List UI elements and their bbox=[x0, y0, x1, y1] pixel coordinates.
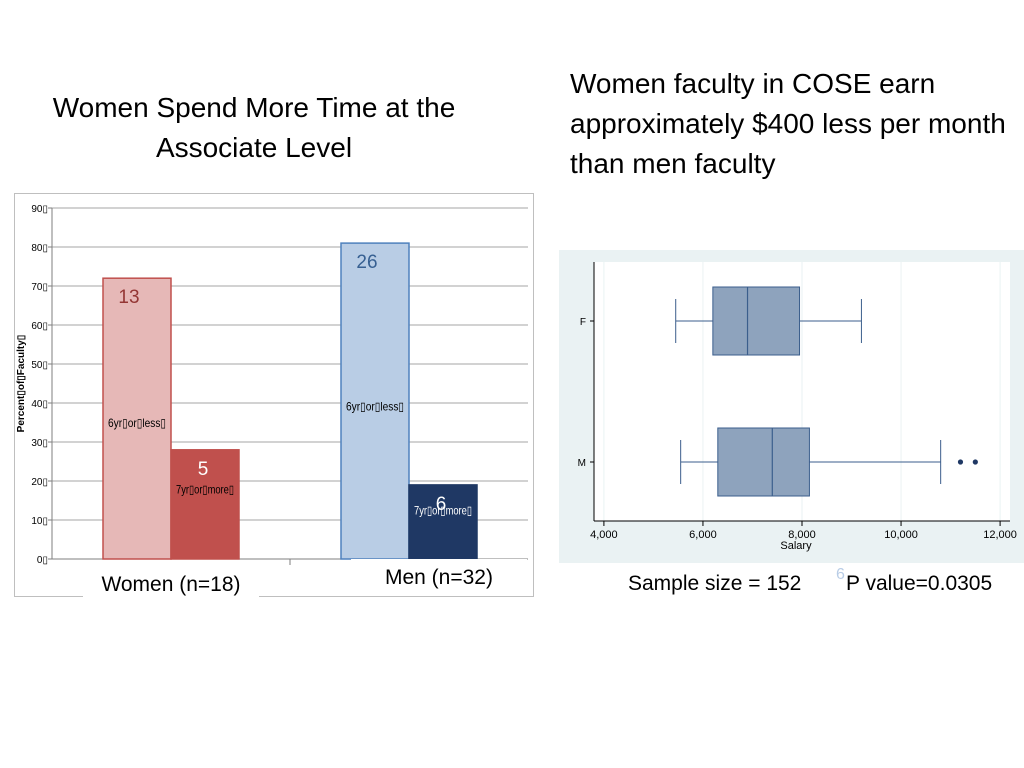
y-tick-label: 20▯ bbox=[31, 477, 48, 488]
y-tick-label: 90▯ bbox=[31, 204, 48, 215]
x-category-label: Men (n=32) bbox=[385, 566, 493, 589]
iqr-box bbox=[717, 427, 810, 497]
x-tick-label: 8,000 bbox=[788, 529, 816, 541]
bar-count-label: 26 bbox=[356, 252, 377, 273]
left-slide-title: Women Spend More Time at the Associate L… bbox=[52, 92, 456, 163]
salary-box-plot: 4,000 6,000 8,000 10,000 12,000 Salary F M bbox=[559, 250, 1024, 563]
y-tick-label: 10▯ bbox=[31, 516, 48, 527]
y-axis-title: Percent▯of▯Faculty▯ bbox=[16, 335, 27, 433]
x-tick-label: 6,000 bbox=[689, 529, 717, 541]
y-tick-label: 40▯ bbox=[31, 399, 48, 410]
right-slide-title: Women faculty in COSE earn approximately… bbox=[570, 68, 1006, 179]
outlier-point bbox=[957, 459, 964, 465]
sample-size-label: Sample size = 152 bbox=[628, 572, 802, 595]
bar-segment-label: 7yr▯or▯more▯ bbox=[414, 504, 472, 518]
x-tick-label: 4,000 bbox=[590, 529, 618, 541]
x-axis-title: Salary bbox=[780, 540, 812, 552]
x-tick-label: 12,000 bbox=[983, 529, 1017, 541]
bar bbox=[170, 449, 240, 560]
bar-count-label: 6 bbox=[436, 494, 447, 515]
bar-count-label: 13 bbox=[118, 287, 139, 308]
y-tick-label: 0▯ bbox=[37, 555, 48, 566]
bar-count-label: 5 bbox=[198, 459, 209, 480]
y-category-label: F bbox=[580, 317, 586, 328]
bar-segment-label: 6yr▯or▯less▯ bbox=[108, 416, 166, 430]
y-tick-label: 80▯ bbox=[31, 243, 48, 254]
outlier-point bbox=[972, 459, 978, 465]
y-tick-label: 60▯ bbox=[31, 321, 48, 332]
iqr-box bbox=[712, 286, 801, 356]
y-tick-label: 30▯ bbox=[31, 438, 48, 449]
page-number: 6 bbox=[836, 566, 845, 583]
category-label-plate bbox=[351, 559, 527, 593]
category-label-plate bbox=[83, 566, 259, 597]
x-category-label: Women (n=18) bbox=[101, 573, 240, 596]
y-tick-label: 50▯ bbox=[31, 360, 48, 371]
bar bbox=[340, 242, 410, 560]
bar-segment-label: 7yr▯or▯more▯ bbox=[176, 482, 234, 496]
y-tick-label: 70▯ bbox=[31, 282, 48, 293]
bar-chart: 0▯ 10▯ 20▯ 30▯ 40▯ 50▯ 60▯ 70▯ 80▯ 90▯ Percent▯of▯… bbox=[14, 193, 534, 597]
x-tick-label: 10,000 bbox=[884, 529, 918, 541]
bar bbox=[102, 277, 172, 560]
y-category-label: M bbox=[578, 458, 586, 469]
p-value-label: P value=0.0305 bbox=[846, 572, 993, 595]
bar-segment-label: 6yr▯or▯less▯ bbox=[346, 400, 404, 414]
